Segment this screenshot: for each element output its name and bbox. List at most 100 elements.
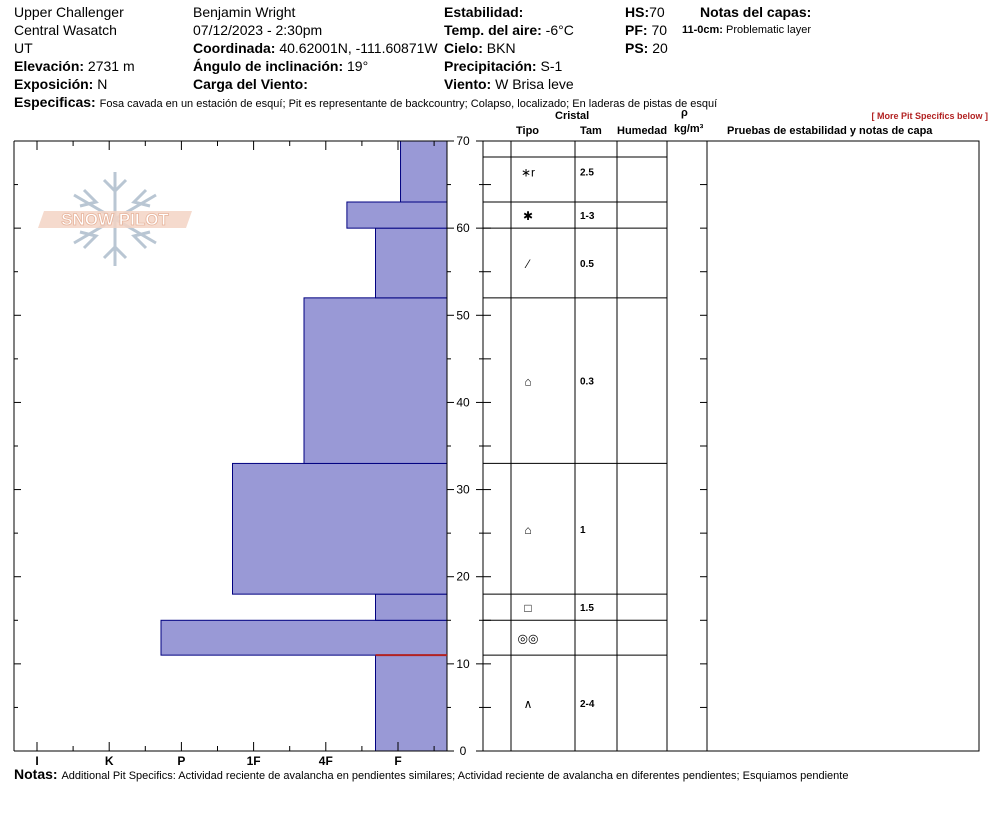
logo-banner xyxy=(38,211,192,228)
datetime: 07/12/2023 - 2:30pm xyxy=(193,22,323,38)
hardness-bar xyxy=(303,297,448,464)
hs-label: HS: xyxy=(625,4,650,20)
hardness-bar xyxy=(160,619,448,656)
wind: Viento: W Brisa leve xyxy=(444,76,574,92)
crystal-type-symbol: ⁄ xyxy=(524,257,531,271)
state: UT xyxy=(14,40,33,56)
y-tick-label: 50 xyxy=(456,308,470,322)
wind-label: Viento: xyxy=(444,76,492,92)
stability-label: Estabilidad: xyxy=(444,4,524,20)
y-tick-label: 70 xyxy=(456,134,470,148)
notes: Notas: Additional Pit Specifics: Activid… xyxy=(14,766,848,783)
crystal-size: 2-4 xyxy=(580,699,595,710)
slope-value: 19° xyxy=(347,58,369,74)
sky-value: BKN xyxy=(486,40,516,56)
layer-notes-label: Notas del capas: xyxy=(700,4,812,20)
coordinates: Coordinada: 40.62001N, -111.60871W xyxy=(193,40,438,56)
density-unit-header: kg/m³ xyxy=(674,123,704,135)
crystal-type-symbol: □ xyxy=(524,601,531,615)
specifics-text: Fosa cavada en un estación de esquí; Pit… xyxy=(99,98,718,110)
ps-label: PS: xyxy=(625,40,649,56)
layer-note: 11-0cm: Problematic layer xyxy=(682,24,811,37)
hardness-bar xyxy=(232,462,448,595)
pf-label: PF: xyxy=(625,22,648,38)
hs: HS:70 xyxy=(625,4,665,20)
crystal-type-symbol: ⌂ xyxy=(524,375,531,389)
notes-text: Additional Pit Specifics: Actividad reci… xyxy=(61,770,849,782)
logo-text: SNOW PILOT xyxy=(61,210,169,229)
air-temp: Temp. del aire: -6°C xyxy=(444,22,574,38)
aspect-label: Exposición: xyxy=(14,76,94,92)
y-tick-label: 40 xyxy=(456,395,470,409)
wind-value: W Brisa leve xyxy=(495,76,574,92)
specifics-label: Especificas: xyxy=(14,94,96,110)
wind-load-label: Carga del Viento: xyxy=(193,76,308,92)
more-specifics-link[interactable]: [ More Pit Specifics below ] xyxy=(871,111,988,121)
layer-note-range: 11-0cm: xyxy=(682,24,723,36)
wind-load: Carga del Viento: xyxy=(193,76,308,92)
rho-header: ρ xyxy=(681,107,688,119)
y-tick-label: 0 xyxy=(460,744,467,758)
hardness-bar xyxy=(375,593,448,621)
notes-label: Notas: xyxy=(14,766,58,782)
coord-label: Coordinada: xyxy=(193,40,276,56)
crystal-size: 0.5 xyxy=(580,259,594,270)
crystal-size: 0.3 xyxy=(580,377,594,388)
y-tick-label: 60 xyxy=(456,221,470,235)
x-tick-label: 4F xyxy=(319,754,333,768)
stability-tests-header: Pruebas de estabilidad y notas de capa xyxy=(727,125,933,137)
hardness-bar xyxy=(375,227,448,299)
snowpilot-logo: SNOW PILOT xyxy=(38,172,192,266)
y-tick-label: 10 xyxy=(456,657,470,671)
crystal-type-symbol: ✱ xyxy=(523,209,533,223)
crystal-size: 1.5 xyxy=(580,603,594,614)
aspect: Exposición: N xyxy=(14,76,107,92)
humidity-header: Humedad xyxy=(617,125,668,137)
location: Upper Challenger xyxy=(14,4,124,20)
slope-label: Ángulo de inclinación: xyxy=(193,58,344,74)
crystal-rows: ∗r 2.5 ✱ 1-3 ⁄ 0.5 ⌂ 0.3 ⌂ 1 □ 1.5 ◎◎ ∧ 2-4 xyxy=(483,156,667,711)
stability: Estabilidad: xyxy=(444,4,523,20)
hardness-bar xyxy=(400,140,448,203)
crystal-header: Cristal xyxy=(555,110,590,122)
hardness-bars xyxy=(160,140,448,752)
observer: Benjamin Wright xyxy=(193,4,296,20)
crystal-type-symbol: ◎◎ xyxy=(518,632,539,646)
crystal-size: 1-3 xyxy=(580,211,595,222)
x-tick-label: 1F xyxy=(247,754,261,768)
aspect-value: N xyxy=(97,76,108,92)
layer-note-text: Problematic layer xyxy=(726,24,812,36)
coord-value: 40.62001N, -111.60871W xyxy=(279,40,438,56)
y-axis-ticks: 0 10 20 30 40 50 60 70 xyxy=(14,134,707,758)
hs-value: 70 xyxy=(649,4,665,20)
air-temp-label: Temp. del aire: xyxy=(444,22,542,38)
range: Central Wasatch xyxy=(14,22,117,38)
elevation-value: 2731 m xyxy=(87,58,135,74)
air-temp-value: -6°C xyxy=(545,22,574,38)
crystal-table: ∗r 2.5 ✱ 1-3 ⁄ 0.5 ⌂ 0.3 ⌂ 1 □ 1.5 ◎◎ ∧ 2-4 xyxy=(482,140,980,752)
elevation-label: Elevación: xyxy=(14,58,85,74)
x-tick-label: F xyxy=(394,754,401,768)
crystal-size: 1 xyxy=(580,525,586,536)
precipitation: Precipitación: S-1 xyxy=(444,58,562,74)
table-border xyxy=(482,140,980,752)
crystal-size: 2.5 xyxy=(580,168,594,179)
x-tick-label: P xyxy=(177,754,185,768)
ps: PS: 20 xyxy=(625,40,668,56)
hardness-bar xyxy=(346,201,448,229)
y-tick-label: 30 xyxy=(456,483,470,497)
y-tick-label: 20 xyxy=(456,570,470,584)
crystal-type-symbol: ∗r xyxy=(521,166,535,180)
pf: PF: 70 xyxy=(625,22,667,38)
crystal-type-symbol: ⌂ xyxy=(524,523,531,537)
hardness-bar xyxy=(375,654,448,752)
precip-value: S-1 xyxy=(540,58,563,74)
x-tick-label: K xyxy=(105,754,114,768)
sky-label: Cielo: xyxy=(444,40,483,56)
precip-label: Precipitación: xyxy=(444,58,537,74)
crystal-type-symbol: ∧ xyxy=(524,697,533,711)
pf-value: 70 xyxy=(651,22,668,38)
elevation: Elevación: 2731 m xyxy=(14,58,135,74)
specifics: Especificas: Fosa cavada en un estación … xyxy=(14,94,717,111)
